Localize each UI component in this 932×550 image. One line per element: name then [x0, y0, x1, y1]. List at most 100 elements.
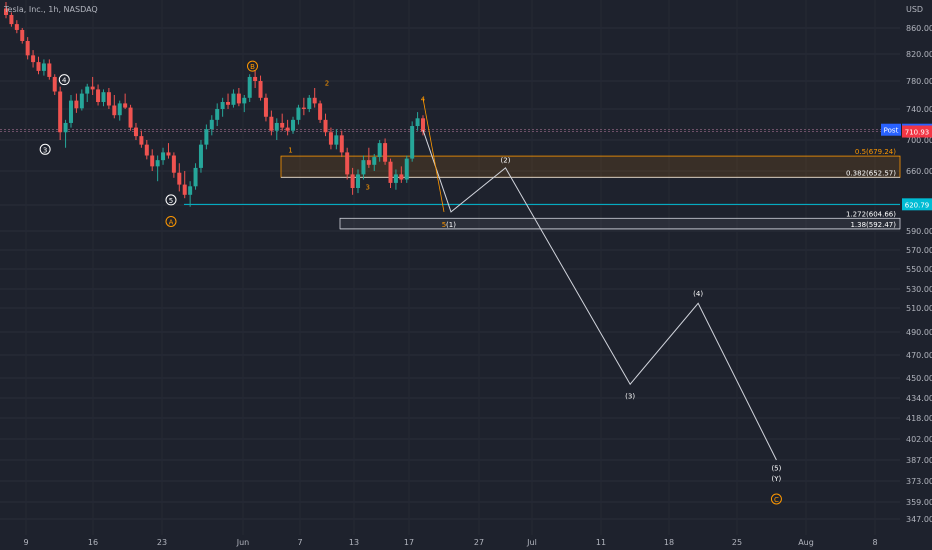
candle-body — [220, 102, 225, 109]
candle-body — [204, 129, 209, 145]
candle-body — [377, 143, 382, 158]
candle-body — [226, 102, 231, 105]
wave-label: A — [169, 218, 174, 226]
candle-body — [415, 118, 420, 127]
fib-label: 0.5(679.24) — [855, 148, 896, 156]
candle-body — [63, 122, 68, 133]
price-badge — [902, 125, 932, 138]
candle-body — [47, 63, 52, 77]
candle-body — [117, 103, 122, 116]
symbol-title: Tesla, Inc., 1h, NASDAQ — [3, 5, 98, 14]
x-tick-label: 18 — [664, 538, 674, 547]
fib-zone — [339, 217, 901, 230]
candle-body — [52, 76, 57, 92]
wave-label: 4 — [421, 96, 426, 104]
currency-label: USD — [906, 5, 923, 14]
candle-body — [231, 93, 236, 105]
candle-body — [393, 174, 398, 183]
y-tick-label: 860.00 — [906, 24, 932, 33]
candle-body — [301, 107, 306, 109]
candle-body — [242, 97, 247, 104]
x-tick-label: 25 — [732, 538, 742, 547]
candle-body — [90, 86, 95, 90]
wave-label-circle — [165, 215, 177, 227]
candle-body — [421, 118, 425, 132]
candle-body — [258, 81, 263, 98]
y-tick-label: 490.00 — [906, 328, 932, 337]
fib-label: 1.38(592.47) — [850, 221, 896, 229]
candle-body — [20, 29, 25, 41]
projection-path — [422, 98, 777, 461]
price-badge — [881, 123, 901, 136]
y-tick-label: 418.00 — [906, 414, 932, 423]
candle-body — [144, 144, 149, 156]
candle-body — [334, 135, 339, 145]
y-tick-label: 530.00 — [906, 285, 932, 294]
candle-body — [188, 186, 193, 195]
candle-body — [215, 109, 220, 120]
candle-body — [383, 143, 388, 162]
y-tick-label: 780.00 — [906, 77, 932, 86]
y-tick-label: 373.00 — [906, 477, 932, 486]
candle-body — [323, 119, 328, 133]
fib-label: 1.272(604.66) — [846, 210, 896, 218]
y-tick-label: 450.00 — [906, 374, 932, 383]
x-tick-label: 11 — [596, 538, 606, 547]
wave-label: (4) — [693, 290, 703, 298]
wave-label: C — [774, 496, 779, 504]
price-axis[interactable]: 860.00 820.00 780.00 740.00 700.00 660.00 620.… — [881, 24, 932, 524]
x-tick-label: 23 — [157, 538, 167, 547]
y-tick-label: 347.00 — [906, 515, 932, 524]
candle-body — [410, 126, 415, 159]
candle-body — [79, 93, 84, 109]
candle-body — [14, 24, 19, 30]
x-tick-label: 16 — [88, 538, 98, 547]
candle-body — [312, 97, 317, 104]
y-tick-label: 359.00 — [906, 498, 932, 507]
candle-body — [209, 119, 214, 130]
wave-label-circle — [58, 74, 70, 86]
candle-body — [133, 127, 138, 137]
y-tick-label: 550.00 — [906, 265, 932, 274]
projection-polyline — [422, 129, 777, 461]
candle-body — [399, 174, 404, 180]
candle-body — [36, 62, 41, 71]
y-tick-label: 470.00 — [906, 351, 932, 360]
wave-label: 3 — [366, 183, 370, 191]
candle-body — [9, 15, 14, 25]
price-badge-value: 620.79 — [905, 201, 930, 209]
wave-label: 3 — [43, 146, 47, 154]
y-tick-label: 820.00 — [906, 50, 932, 59]
candle-body — [366, 160, 371, 165]
candle-body — [182, 184, 187, 195]
candle-body — [291, 119, 296, 131]
grid — [0, 27, 900, 520]
candle-body — [388, 161, 393, 183]
candle-body — [74, 100, 79, 109]
candle-body — [296, 107, 301, 120]
candle-body — [372, 157, 377, 165]
candle-body — [247, 76, 252, 98]
wave-4-5-line — [422, 98, 445, 213]
candle-body — [25, 41, 30, 56]
candle-body — [123, 103, 128, 108]
candle-body — [177, 172, 182, 185]
wave-label-circle — [770, 493, 782, 505]
candle-body — [193, 167, 198, 187]
candle-body — [171, 155, 176, 173]
candle-body — [68, 100, 73, 123]
y-tick-label: 387.00 — [906, 456, 932, 465]
candle-body — [356, 174, 361, 188]
x-tick-label: 8 — [872, 538, 877, 547]
x-tick-label: 27 — [474, 538, 484, 547]
candle-body — [85, 86, 90, 94]
time-axis[interactable]: 9 16 23 Jun 7 13 17 27 Jul 11 18 25 Aug 8 — [23, 538, 877, 547]
candle-body — [404, 158, 409, 180]
candle-body — [361, 160, 366, 175]
candle-body — [269, 116, 274, 131]
candle-body — [166, 152, 171, 156]
y-tick-label: 510.00 — [906, 304, 932, 313]
